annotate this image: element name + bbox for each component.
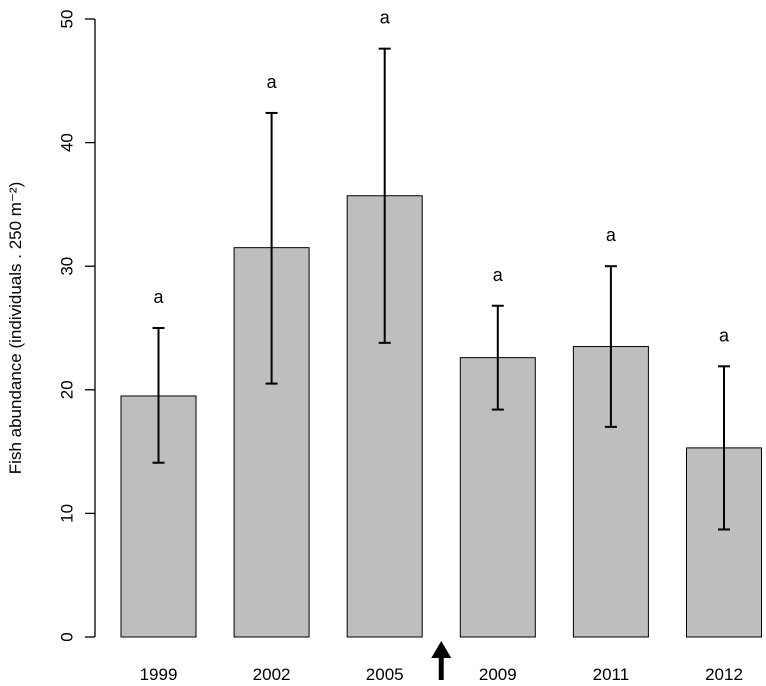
x-tick-label-2012: 2012: [705, 665, 743, 684]
y-tick-label: 40: [58, 133, 77, 152]
x-tick-label-2005: 2005: [366, 665, 404, 684]
arrow-head: [431, 641, 452, 658]
x-tick-label-2009: 2009: [479, 665, 517, 684]
y-tick-label: 0: [58, 632, 77, 641]
x-tick-label-1999: 1999: [140, 665, 178, 684]
x-tick-label-2011: 2011: [593, 665, 630, 684]
x-tick-label-2002: 2002: [253, 665, 291, 684]
y-axis: 0 10 20 30 40 50: [58, 10, 96, 642]
y-tick-label: 20: [58, 380, 77, 399]
bars: [120, 195, 762, 638]
y-tick-label: 30: [58, 257, 77, 276]
significance-label-2012: a: [719, 325, 730, 345]
significance-label-2011: a: [606, 225, 617, 245]
y-tick-label: 50: [58, 10, 77, 29]
x-tick-labels: 1999 2002 2005 2009 2011 2012: [140, 665, 743, 684]
significance-label-2005: a: [380, 8, 391, 28]
intervention-arrow: [431, 641, 452, 680]
significance-label-2002: a: [267, 72, 278, 92]
error-bars: [152, 47, 730, 531]
y-axis-label: Fish abundance (individuals . 250 m⁻²): [6, 182, 25, 474]
significance-label-2009: a: [493, 265, 504, 285]
significance-label-1999: a: [153, 287, 164, 307]
significance-labels: a a a a a a: [153, 8, 730, 346]
y-tick-label: 10: [58, 504, 77, 523]
